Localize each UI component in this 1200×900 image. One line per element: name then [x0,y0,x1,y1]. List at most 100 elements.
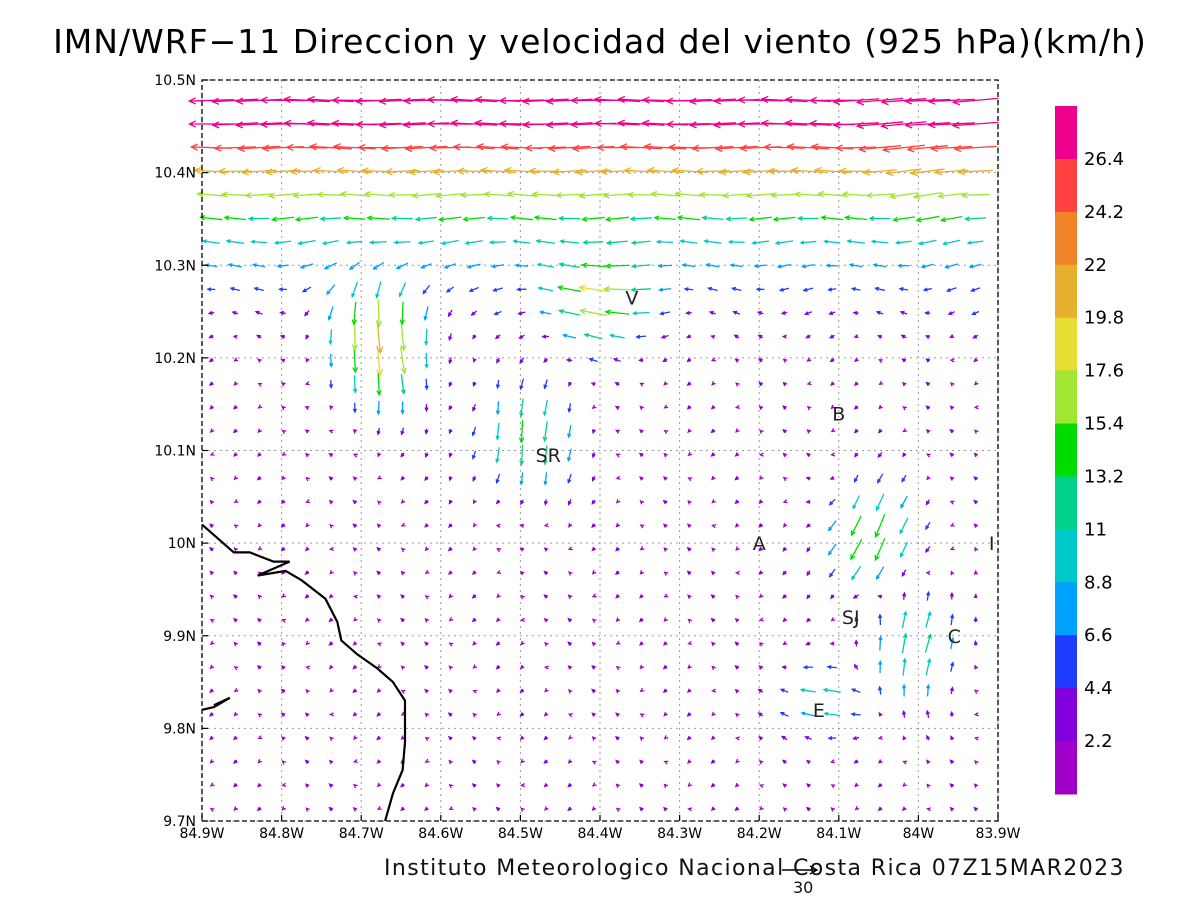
wind-vector [963,216,987,222]
wind-vector [855,121,904,130]
wind-vector [663,783,669,789]
wind-vector [734,665,740,670]
wind-vector [745,192,775,199]
x-tick-label: 84.6W [418,826,463,842]
legend-level-label: 4.4 [1084,678,1113,699]
wind-vector [567,759,573,764]
wind-vector [217,167,252,175]
wind-vector [820,215,844,221]
wind-vector [496,736,502,741]
wind-vector [486,215,509,221]
wind-vector [257,735,263,740]
wind-vector [950,613,955,626]
wind-vector [543,782,549,788]
wind-vector [496,688,501,693]
wind-vector [778,287,790,292]
wind-vector [352,641,358,646]
wind-vector [400,594,405,599]
wind-vector [255,334,262,339]
wind-vector [342,215,366,221]
wind-vector [424,523,429,528]
wind-vector [779,688,789,693]
wind-vector [264,168,301,176]
wind-vector [734,806,740,812]
wind-vector [281,641,286,647]
wind-vector [353,783,358,789]
wind-vector [542,399,548,417]
wind-vector [567,713,573,718]
reference-vector-arrow [782,865,819,875]
wind-vector [880,121,927,130]
wind-vector [557,309,581,316]
wind-vector [366,215,390,221]
wind-vector [687,759,692,764]
wind-vector [615,665,621,671]
legend-color-swatch [1055,582,1077,636]
wind-vector [209,381,214,387]
wind-vector [662,499,668,505]
wind-vector [902,428,908,433]
wind-vector [942,239,961,246]
wind-vector [567,641,572,646]
wind-vector [806,546,811,553]
legend-color-swatch [1055,529,1077,583]
wind-vector [854,357,859,363]
wind-vector [578,284,608,293]
wind-vector [673,190,704,198]
wind-vector [877,735,883,740]
wind-vector [912,192,942,200]
wind-vector [555,192,584,199]
wind-vector [734,736,740,741]
wind-vector [565,358,573,363]
wind-vector [567,424,572,439]
wind-vector [875,566,885,581]
wind-vector [734,782,740,788]
wind-vector [805,452,811,458]
wind-vector [973,429,979,434]
wind-vector [874,286,885,292]
wind-vector [639,499,645,505]
wind-vector [593,119,640,128]
wind-vector [376,782,382,788]
wind-vector [591,641,597,647]
wind-vector [757,712,764,717]
wind-vector [759,593,764,599]
wind-vector [830,452,836,457]
wind-vector [329,523,334,529]
wind-vector [888,192,919,200]
wind-vector [784,95,832,104]
wind-vector [305,689,310,694]
wind-vector [854,806,860,811]
wind-vector [663,547,668,552]
wind-vector [841,191,870,198]
wind-vector [711,498,716,504]
wind-vector [353,617,358,622]
wind-vector [591,806,597,811]
wind-vector [662,641,668,646]
wind-vector [543,712,549,717]
wind-vector [832,97,880,106]
wind-vector [567,546,573,551]
wind-vector [710,570,716,576]
wind-vector [939,216,963,223]
wind-vector [304,594,310,599]
wind-vector [782,523,788,528]
wind-vector [615,594,620,599]
wind-vector [328,380,334,390]
wind-vector [766,167,802,175]
wind-vector [351,281,359,299]
wind-vector [659,311,671,316]
wind-vector [639,641,644,646]
wind-vector [233,617,238,623]
wind-vector [352,523,357,528]
wind-vector [638,428,644,434]
wind-vector [832,121,879,129]
y-tick-label: 10.2N [154,351,196,367]
station-label: A [753,533,766,555]
wind-vector [950,636,955,650]
wind-vector [604,263,629,269]
wind-vector [758,452,764,457]
wind-vector [885,168,922,177]
y-axis-ticks: 10.5N 10.4N 10.3N 10.2N 10.1N 10N 9.9N 9.8N 9.7N [154,73,208,830]
wind-vector [734,499,740,505]
